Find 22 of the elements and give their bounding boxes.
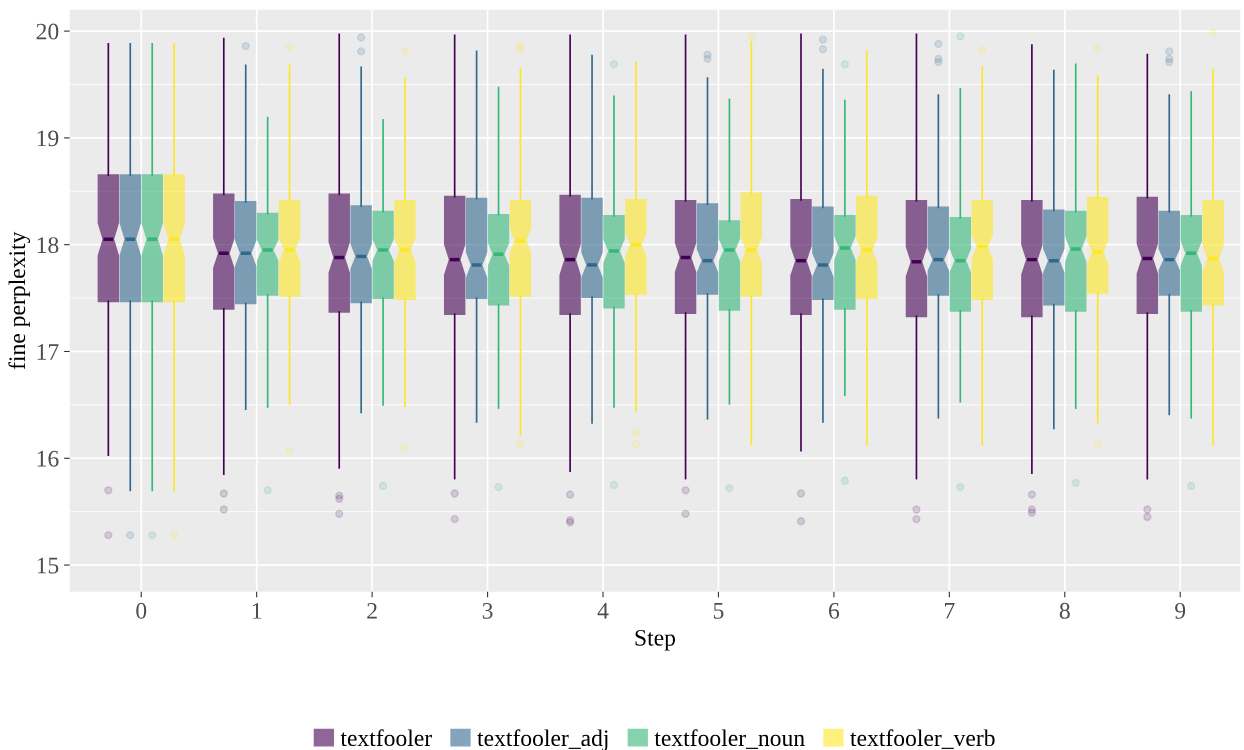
x-tick-label: 8 [1059, 602, 1070, 619]
legend-label: textfooler_noun [654, 729, 805, 749]
x-tick-label: 1 [252, 602, 262, 619]
y-axis-title: fine perplexity [8, 231, 31, 370]
x-tick-label: 9 [1175, 602, 1186, 619]
x-tick-label: 3 [482, 602, 493, 619]
y-tick-label: 16 [37, 450, 59, 467]
legend-label: textfooler_adj [477, 729, 608, 750]
y-tick-label: 18 [37, 237, 59, 254]
x-tick-label: 2 [367, 602, 377, 619]
y-tick-label: 15 [37, 557, 59, 574]
x-tick-label: 4 [597, 603, 609, 619]
x-tick-label: 5 [713, 603, 724, 619]
x-tick-label: 7 [945, 603, 955, 619]
x-axis-title: Step [635, 629, 676, 651]
x-tick-label: 6 [829, 602, 840, 619]
legend-label: textfooler_verb [850, 729, 995, 749]
y-tick-label: 17 [37, 344, 59, 360]
y-tick-label: 19 [37, 130, 59, 147]
legend-label: textfooler [340, 729, 432, 747]
y-tick-label: 20 [36, 23, 59, 40]
x-tick-label: 0 [136, 602, 147, 619]
